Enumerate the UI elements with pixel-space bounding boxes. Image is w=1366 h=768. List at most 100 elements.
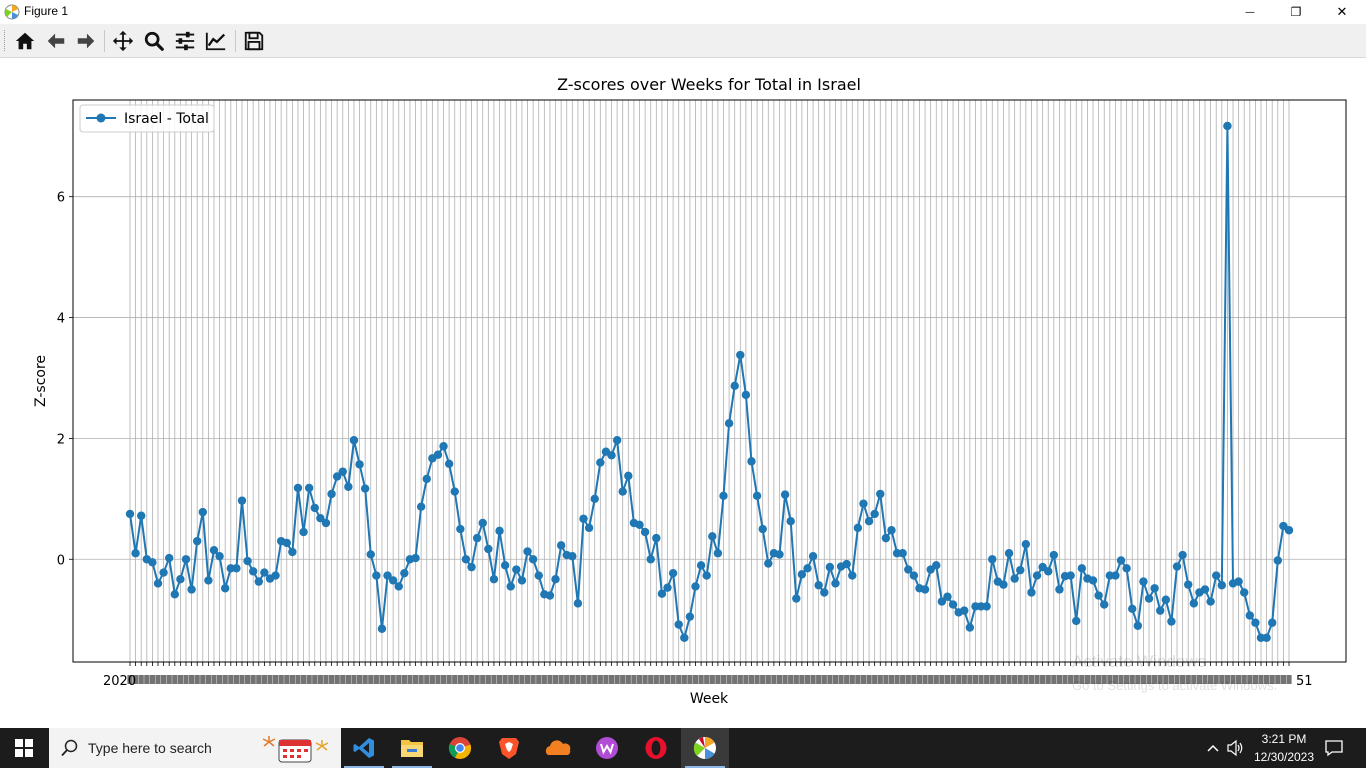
x-tick-label bbox=[765, 675, 771, 684]
data-point bbox=[943, 592, 952, 601]
data-point bbox=[444, 459, 454, 468]
taskbar-app-opera[interactable] bbox=[632, 728, 680, 768]
show-hidden-icons-button[interactable] bbox=[1203, 728, 1223, 768]
minimize-button[interactable]: — bbox=[1227, 0, 1273, 24]
window-title: Figure 1 bbox=[24, 4, 69, 18]
x-tick-label bbox=[664, 675, 671, 684]
x-tick-label bbox=[412, 675, 419, 684]
edit-axis-button[interactable] bbox=[202, 27, 230, 55]
data-point bbox=[579, 514, 588, 523]
taskbar-app-wps[interactable] bbox=[583, 728, 631, 768]
data-point bbox=[691, 582, 700, 591]
taskbar-app-matplotlib[interactable] bbox=[681, 728, 729, 768]
running-indicator bbox=[685, 766, 725, 768]
data-point bbox=[680, 633, 689, 643]
line-chart[interactable]: Z-scores over Weeks for Total in Israel … bbox=[0, 58, 1366, 728]
data-point bbox=[489, 575, 499, 584]
x-tick-label bbox=[183, 675, 189, 684]
subplots-button[interactable] bbox=[171, 27, 199, 55]
data-point bbox=[909, 571, 919, 580]
search-placeholder: Type here to search bbox=[88, 740, 212, 756]
start-button[interactable] bbox=[0, 728, 48, 768]
x-tick-label bbox=[1152, 675, 1158, 684]
brave-icon bbox=[499, 738, 519, 759]
data-point bbox=[808, 552, 818, 561]
x-tick-label bbox=[967, 675, 973, 684]
x-tick-label bbox=[216, 675, 223, 684]
opera-icon bbox=[645, 737, 667, 759]
x-tick-label bbox=[127, 675, 133, 684]
x-tick-label bbox=[754, 675, 760, 684]
x-tick-label bbox=[1230, 675, 1236, 684]
x-tick-label bbox=[502, 675, 508, 684]
data-point bbox=[1027, 588, 1036, 597]
taskbar-app-file-explorer[interactable] bbox=[388, 728, 436, 768]
taskbar-search-box[interactable]: Type here to search bbox=[49, 728, 341, 768]
x-tick-label bbox=[625, 675, 631, 684]
data-point bbox=[316, 513, 325, 523]
forward-button[interactable] bbox=[72, 27, 100, 55]
x-tick-label bbox=[244, 675, 251, 684]
data-point bbox=[148, 558, 157, 567]
save-button[interactable] bbox=[240, 27, 268, 55]
x-tick-label bbox=[939, 675, 945, 684]
data-point bbox=[506, 582, 515, 591]
x-tick-label bbox=[956, 675, 962, 684]
x-tick-label bbox=[692, 675, 699, 684]
running-indicator bbox=[392, 766, 432, 768]
x-tick-label bbox=[1034, 675, 1040, 684]
series-israel-total bbox=[125, 121, 1294, 643]
x-tick-label bbox=[435, 675, 441, 684]
x-tick-label bbox=[513, 675, 519, 684]
back-button[interactable] bbox=[42, 27, 70, 55]
data-point bbox=[932, 561, 941, 570]
volume-button[interactable] bbox=[1225, 728, 1247, 768]
x-tick-label bbox=[1224, 675, 1231, 684]
magnifier-icon bbox=[144, 31, 164, 51]
home-icon bbox=[15, 32, 35, 50]
data-point bbox=[187, 585, 196, 594]
data-point bbox=[1044, 567, 1053, 576]
data-point bbox=[1055, 585, 1064, 594]
data-point bbox=[1223, 121, 1232, 131]
data-point bbox=[1206, 597, 1215, 606]
x-tick-label bbox=[524, 675, 531, 684]
data-point bbox=[982, 602, 991, 611]
taskbar-app-vscode[interactable] bbox=[340, 728, 388, 768]
notifications-button[interactable] bbox=[1320, 728, 1348, 768]
close-button[interactable]: ✕ bbox=[1319, 0, 1365, 24]
figure-canvas[interactable]: Z-scores over Weeks for Total in Israel … bbox=[0, 58, 1366, 728]
pan-button[interactable] bbox=[109, 27, 137, 55]
x-tick-label bbox=[1107, 675, 1113, 684]
clock-date: 12/30/2023 bbox=[1253, 750, 1315, 764]
x-tick-label bbox=[670, 675, 676, 684]
data-point bbox=[254, 577, 263, 586]
x-tick-label bbox=[480, 675, 486, 684]
data-point bbox=[635, 520, 644, 530]
speaker-icon bbox=[1227, 740, 1243, 756]
home-button[interactable] bbox=[11, 27, 39, 55]
x-tick-label bbox=[877, 675, 883, 684]
taskbar-app-chrome[interactable] bbox=[436, 728, 484, 768]
x-tick-label bbox=[888, 675, 895, 684]
data-point bbox=[624, 471, 633, 481]
data-point bbox=[310, 503, 319, 513]
x-tick-label bbox=[228, 675, 234, 684]
taskbar-app-brave[interactable] bbox=[485, 728, 533, 768]
x-tick-label bbox=[340, 675, 346, 684]
x-tick-label bbox=[373, 675, 379, 684]
matplotlib-icon bbox=[693, 737, 716, 759]
data-point bbox=[288, 547, 297, 557]
x-tick-label bbox=[1236, 675, 1242, 684]
x-tick-label bbox=[328, 675, 335, 684]
taskbar-clock[interactable]: 3:21 PM 12/30/2023 bbox=[1246, 730, 1322, 766]
x-tick-label bbox=[1079, 675, 1085, 684]
data-point bbox=[1122, 564, 1131, 573]
restore-button[interactable]: ❐ bbox=[1273, 0, 1319, 24]
x-tick-label bbox=[709, 675, 715, 684]
taskbar-app-cloudflare[interactable] bbox=[534, 728, 582, 768]
data-point bbox=[192, 536, 202, 546]
data-point bbox=[198, 507, 207, 517]
zoom-button[interactable] bbox=[140, 27, 168, 55]
data-point bbox=[495, 526, 504, 536]
